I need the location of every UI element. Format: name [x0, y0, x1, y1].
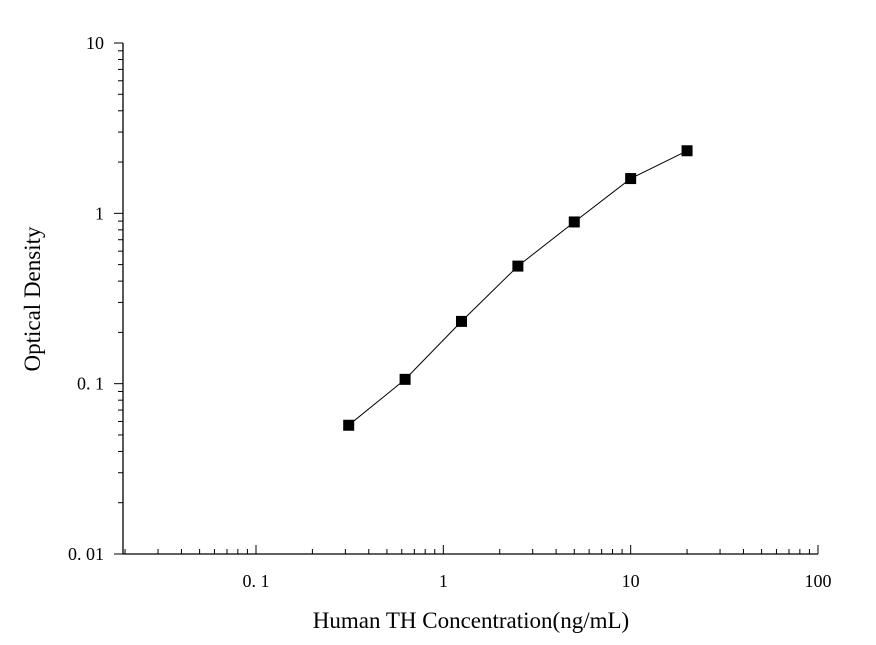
x-tick-label: 1: [439, 571, 448, 591]
series-layer: [343, 145, 693, 431]
y-tick-label: 1: [95, 203, 104, 223]
x-axis-title: Human TH Concentration(ng/mL): [313, 608, 629, 633]
x-axis-tick-labels: 0. 1 1 10 100: [243, 571, 832, 591]
y-axis-title: Optical Density: [20, 226, 45, 371]
data-point: [681, 145, 693, 157]
data-point: [399, 373, 411, 385]
data-point: [455, 315, 467, 327]
x-tick-label: 0. 1: [243, 571, 270, 591]
x-tick-label: 100: [805, 571, 832, 591]
y-tick-label: 10: [86, 33, 104, 53]
y-axis-tick-labels: 0. 01 0. 1 1 10: [68, 33, 104, 564]
data-point: [625, 173, 637, 185]
data-point: [512, 260, 524, 272]
y-tick-label: 0. 01: [68, 544, 104, 564]
x-tick-label: 10: [622, 571, 640, 591]
plot-area: 0. 01 0. 1 1 10 0. 1 1 10 100: [68, 33, 832, 591]
y-tick-label: 0. 1: [77, 374, 104, 394]
x-axis-ticks: [124, 545, 819, 554]
y-axis-ticks: [114, 42, 123, 555]
fit-curve: [348, 150, 688, 426]
data-point: [343, 419, 355, 431]
data-point: [568, 216, 580, 228]
